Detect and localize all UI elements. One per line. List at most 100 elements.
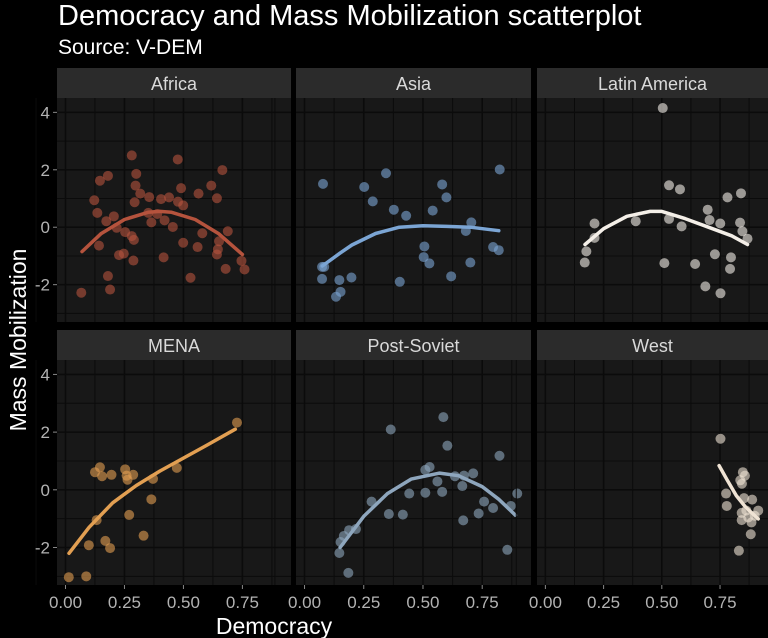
data-point bbox=[131, 168, 142, 179]
data-point bbox=[664, 213, 675, 224]
facet-strip bbox=[296, 330, 531, 360]
facet-strip bbox=[537, 330, 768, 360]
data-point bbox=[176, 183, 187, 194]
data-point bbox=[745, 529, 756, 540]
data-point bbox=[159, 215, 170, 226]
data-point bbox=[736, 478, 747, 489]
data-point bbox=[466, 217, 477, 228]
data-point bbox=[715, 288, 726, 299]
data-point bbox=[721, 500, 732, 511]
data-point bbox=[512, 488, 523, 499]
x-tick-label: 0.50 bbox=[645, 593, 678, 612]
data-point bbox=[211, 193, 222, 204]
data-point bbox=[424, 462, 435, 473]
data-point bbox=[388, 204, 399, 215]
data-point bbox=[192, 242, 203, 253]
data-point bbox=[171, 462, 182, 473]
y-tick-label: -2 bbox=[35, 276, 50, 295]
data-point bbox=[446, 271, 457, 282]
data-point bbox=[397, 509, 408, 520]
data-point bbox=[197, 228, 208, 239]
data-point bbox=[725, 263, 736, 274]
facet-strip bbox=[537, 68, 768, 98]
data-point bbox=[359, 182, 370, 193]
facet-strip-label: Africa bbox=[151, 74, 198, 94]
data-point bbox=[185, 272, 196, 283]
data-point bbox=[659, 258, 670, 269]
data-point bbox=[715, 218, 726, 229]
data-point bbox=[704, 215, 715, 226]
data-point bbox=[690, 258, 701, 269]
data-point bbox=[401, 210, 412, 221]
data-point bbox=[178, 237, 189, 248]
data-point bbox=[126, 150, 137, 161]
panel-background bbox=[537, 360, 768, 585]
data-point bbox=[715, 433, 726, 444]
data-point bbox=[331, 291, 342, 302]
data-point bbox=[130, 180, 141, 191]
data-point bbox=[83, 540, 94, 551]
data-point bbox=[105, 543, 116, 554]
data-point bbox=[138, 530, 149, 541]
data-point bbox=[128, 469, 139, 480]
data-point bbox=[432, 476, 443, 487]
data-point bbox=[385, 424, 396, 435]
data-point bbox=[92, 207, 103, 218]
facet-strip bbox=[296, 68, 531, 98]
data-point bbox=[100, 535, 111, 546]
data-point bbox=[222, 226, 233, 237]
x-tick-label: 0.50 bbox=[406, 593, 439, 612]
fit-line bbox=[338, 471, 518, 550]
y-tick-label: 2 bbox=[41, 423, 50, 442]
data-point bbox=[81, 571, 92, 582]
x-tick-label: 0.75 bbox=[466, 593, 499, 612]
fit-line bbox=[583, 209, 750, 247]
data-point bbox=[128, 234, 139, 245]
facet-panel-post-soviet: Post-Soviet 0.00 0.25 0.50 0.75 bbox=[274, 330, 531, 612]
data-point bbox=[343, 567, 354, 578]
data-point bbox=[93, 240, 104, 251]
chart-subtitle: Source: V-DEM bbox=[58, 36, 203, 59]
data-point bbox=[420, 487, 431, 498]
facet-panel-west: West 0.00 0.25 0.50 0.75 bbox=[515, 330, 768, 612]
data-point bbox=[94, 175, 105, 186]
facet-panel-mena: MENA -2 0 2 4 0.00 0.25 0.50 0.75 bbox=[35, 330, 291, 612]
data-point bbox=[346, 272, 357, 283]
data-point bbox=[129, 197, 140, 208]
y-tick-label: 4 bbox=[41, 103, 50, 122]
data-point bbox=[493, 245, 504, 256]
fit-line bbox=[67, 427, 238, 556]
data-point bbox=[97, 471, 108, 482]
data-point bbox=[217, 165, 228, 176]
x-tick-label: 0.50 bbox=[167, 593, 200, 612]
data-point bbox=[702, 204, 713, 215]
data-point bbox=[63, 572, 74, 583]
data-point bbox=[725, 252, 736, 263]
data-point bbox=[231, 417, 242, 428]
facet-panel-africa: Africa -2 0 2 4 bbox=[35, 68, 291, 322]
data-point bbox=[735, 188, 746, 199]
data-point bbox=[236, 255, 247, 266]
data-point bbox=[124, 509, 135, 520]
facet-strip-label: MENA bbox=[148, 336, 200, 356]
data-point bbox=[383, 509, 394, 520]
data-point bbox=[394, 276, 405, 287]
data-point bbox=[427, 205, 438, 216]
y-tick-label: 0 bbox=[41, 218, 50, 237]
y-tick-label: 2 bbox=[41, 161, 50, 180]
data-point bbox=[94, 462, 105, 473]
data-point bbox=[441, 192, 452, 203]
data-point bbox=[172, 154, 183, 165]
panel-background bbox=[296, 360, 531, 585]
data-point bbox=[488, 502, 499, 513]
chart-title: Democracy and Mass Mobilization scatterp… bbox=[58, 0, 642, 32]
data-point bbox=[102, 271, 113, 282]
data-point bbox=[102, 170, 113, 181]
data-point bbox=[101, 216, 112, 227]
data-point bbox=[442, 440, 453, 451]
data-point bbox=[158, 252, 169, 263]
data-point bbox=[367, 196, 378, 207]
data-point bbox=[674, 184, 685, 195]
data-point bbox=[206, 180, 217, 191]
